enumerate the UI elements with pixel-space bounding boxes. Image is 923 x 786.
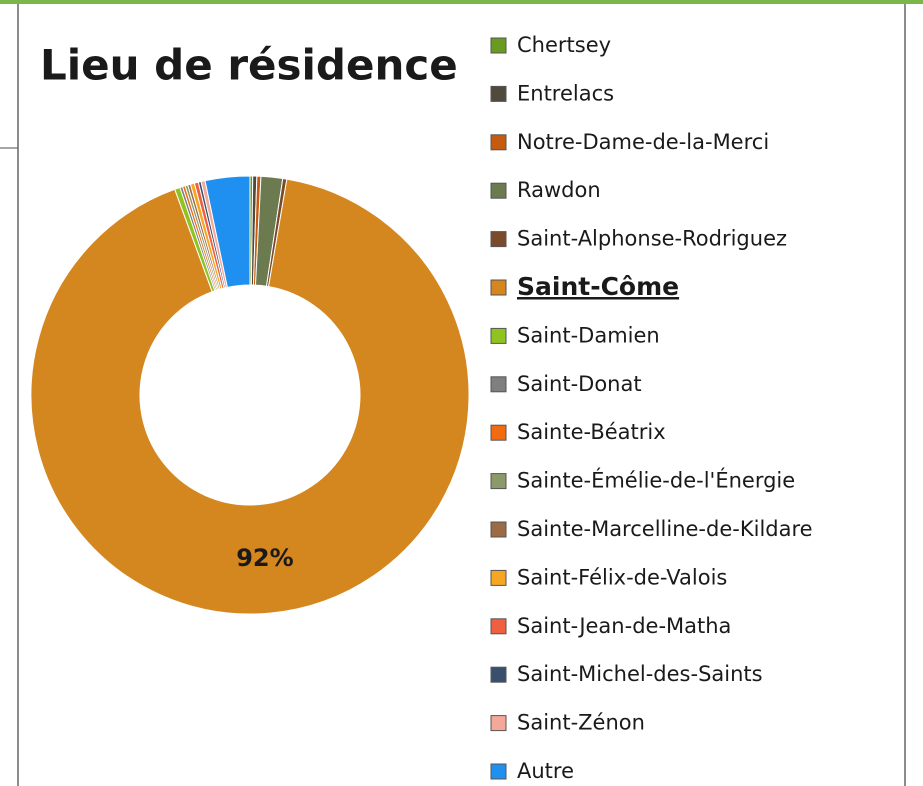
legend-swatch: [490, 134, 507, 151]
legend-label: Saint-Jean-de-Matha: [517, 614, 731, 638]
legend-swatch: [490, 569, 507, 586]
legend-label: Sainte-Émélie-de-l'Énergie: [517, 468, 795, 493]
legend-label: Chertsey: [517, 33, 611, 57]
legend-swatch: [490, 715, 507, 732]
legend-label: Saint-Côme: [517, 272, 679, 301]
legend-swatch: [490, 763, 507, 780]
legend-swatch: [490, 37, 507, 54]
data-label: 92%: [236, 544, 293, 572]
slice: [30, 178, 470, 615]
legend-swatch: [490, 182, 507, 199]
legend-label: Notre-Dame-de-la-Merci: [517, 130, 769, 154]
legend-label: Saint-Donat: [517, 372, 642, 396]
legend-label: Saint-Zénon: [517, 711, 645, 735]
legend-swatch: [490, 424, 507, 441]
legend-label: Saint-Alphonse-Rodriguez: [517, 227, 787, 251]
legend-swatch: [490, 85, 507, 102]
legend-label: Saint-Michel-des-Saints: [517, 662, 763, 686]
chart-title: Lieu de résidence: [40, 41, 458, 90]
legend-label: Sainte-Marcelline-de-Kildare: [517, 517, 813, 541]
legend-swatch: [490, 666, 507, 683]
legend-label: Rawdon: [517, 178, 601, 202]
legend-label: Saint-Damien: [517, 323, 660, 347]
legend-label: Sainte-Béatrix: [517, 420, 666, 444]
legend-label: Saint-Félix-de-Valois: [517, 565, 727, 589]
legend-swatch: [490, 376, 507, 393]
legend-swatch: [490, 473, 507, 490]
legend-swatch: [490, 521, 507, 538]
legend-swatch: [490, 327, 507, 344]
legend-swatch: [490, 279, 507, 296]
legend-label: Entrelacs: [517, 81, 614, 105]
legend-label: Autre: [517, 759, 574, 783]
top-border: [0, 0, 923, 4]
slice: [204, 175, 251, 288]
legend-swatch: [490, 618, 507, 635]
legend-swatch: [490, 231, 507, 248]
